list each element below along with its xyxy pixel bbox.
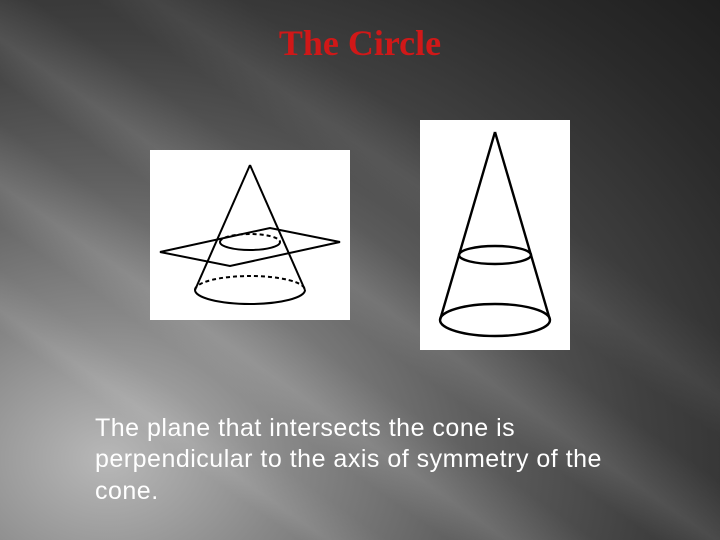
figure-row — [0, 120, 720, 350]
slide: The Circle — [0, 0, 720, 540]
cone-section-icon — [420, 120, 570, 350]
figure-cone-with-plane — [150, 150, 350, 320]
slide-description: The plane that intersects the cone is pe… — [95, 413, 625, 507]
cone-plane-icon — [150, 150, 350, 320]
slide-title: The Circle — [0, 22, 720, 64]
figure-cone-cross-section — [420, 120, 570, 350]
